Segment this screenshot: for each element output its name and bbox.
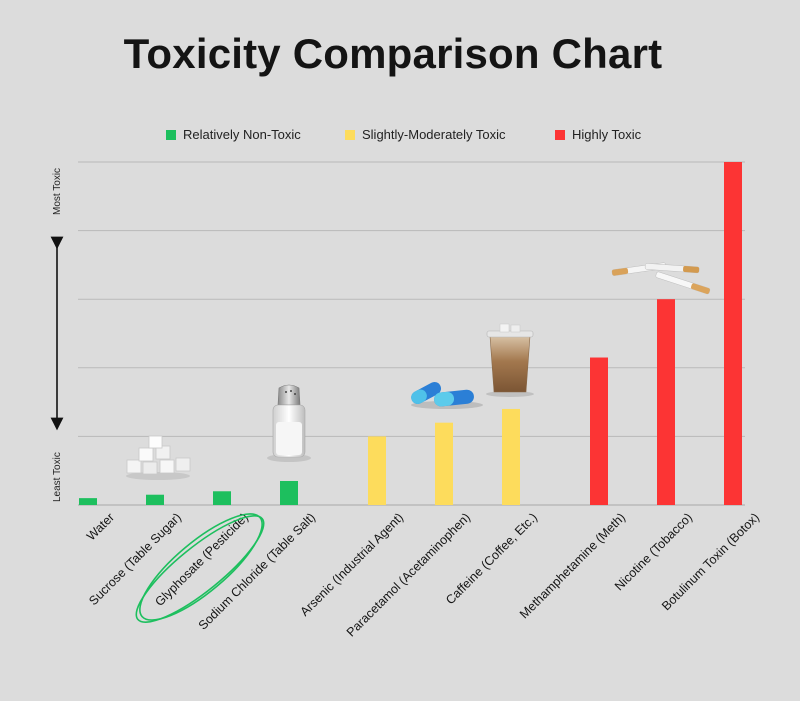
x-tick-label: Water xyxy=(84,510,117,543)
x-tick-label: Methamphetamine (Meth) xyxy=(517,510,628,621)
highlight-circle xyxy=(135,513,265,623)
bar xyxy=(79,498,97,505)
legend-swatch-non-toxic xyxy=(166,130,176,140)
salt-shaker-icon xyxy=(267,384,311,462)
bar xyxy=(146,494,164,505)
gridlines xyxy=(78,161,745,506)
legend-item-non-toxic: Relatively Non-Toxic xyxy=(166,127,301,142)
iced-coffee-icon xyxy=(486,323,534,397)
legend-label-non-toxic: Relatively Non-Toxic xyxy=(183,127,301,142)
bar xyxy=(657,299,675,505)
bar xyxy=(213,491,231,505)
y-axis-label-top: Most Toxic xyxy=(52,168,63,215)
x-tick-label: Sodium Chloride (Table Salt) xyxy=(196,510,318,632)
sugar-cubes-icon xyxy=(126,435,191,480)
x-tick-label: Paracetamol (Acetaminophen) xyxy=(344,510,473,639)
cigarettes-icon xyxy=(611,262,711,295)
bar xyxy=(368,436,386,505)
bar xyxy=(280,480,298,505)
bar xyxy=(435,422,453,505)
bar xyxy=(590,357,608,505)
legend: Relatively Non-Toxic Slightly-Moderately… xyxy=(0,127,800,147)
legend-item-moderate: Slightly-Moderately Toxic xyxy=(345,127,506,142)
chart-title: Toxicity Comparison Chart xyxy=(123,30,663,77)
bar xyxy=(724,162,742,505)
legend-item-highly-toxic: Highly Toxic xyxy=(555,127,641,142)
legend-swatch-moderate xyxy=(345,130,355,140)
capsules-icon xyxy=(411,382,483,409)
bars xyxy=(79,162,742,505)
legend-label-highly-toxic: Highly Toxic xyxy=(572,127,642,142)
y-axis-label-bottom: Least Toxic xyxy=(52,452,63,502)
bar xyxy=(502,408,520,505)
legend-swatch-highly-toxic xyxy=(555,130,565,140)
legend-label-moderate: Slightly-Moderately Toxic xyxy=(362,127,506,142)
